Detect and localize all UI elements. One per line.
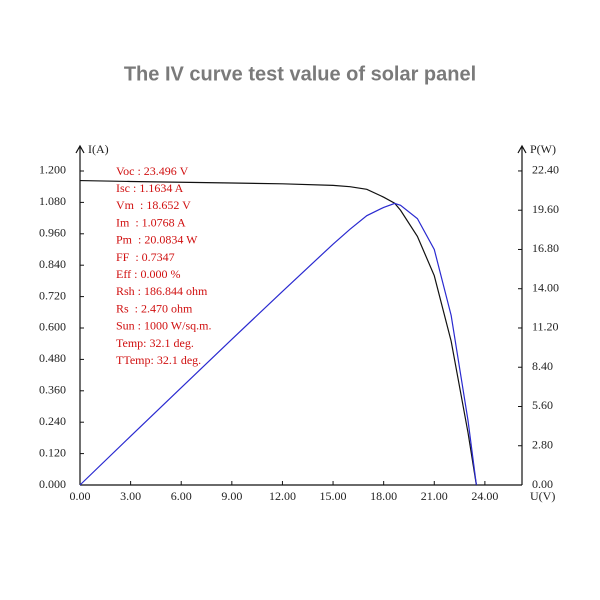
annotation: Pm : 20.0834 W: [116, 233, 198, 247]
y2-tick-label: 8.40: [532, 359, 553, 373]
y2-tick-label: 11.20: [532, 320, 559, 334]
series-line: [79, 202, 477, 486]
y2-tick-label: 19.60: [532, 202, 559, 216]
y-tick-label: 0.960: [39, 226, 66, 240]
x-tick-label: 9.00: [221, 489, 242, 503]
x-tick-label: 3.00: [120, 489, 141, 503]
y2-tick-label: 2.80: [532, 437, 553, 451]
y2-tick-label: 14.00: [532, 280, 559, 294]
annotation: Eff : 0.000 %: [116, 267, 180, 281]
y-tick-label: 0.360: [39, 383, 66, 397]
y-tick-label: 0.600: [39, 320, 66, 334]
x-tick-label: 21.00: [421, 489, 448, 503]
x-tick-label: 24.00: [471, 489, 498, 503]
y2-axis: [517, 144, 527, 485]
annotation: Voc : 23.496 V: [116, 164, 189, 178]
y2-axis-label: P(W): [530, 142, 556, 156]
y-tick-label: 0.480: [39, 351, 66, 365]
annotation: Vm : 18.652 V: [116, 198, 191, 212]
annotation: Im : 1.0768 A: [116, 215, 186, 229]
y-tick-label: 0.120: [39, 445, 66, 459]
x-tick-label: 15.00: [320, 489, 347, 503]
y-axis-label: I(A): [88, 142, 109, 156]
annotation: Rsh : 186.844 ohm: [116, 284, 208, 298]
x-tick-label: 0.00: [70, 489, 91, 503]
annotation: TTemp: 32.1 deg.: [116, 353, 201, 367]
y-tick-label: 0.720: [39, 288, 66, 302]
annotation: Sun : 1000 W/sq.m.: [116, 319, 211, 333]
annotation: FF : 0.7347: [116, 250, 175, 264]
y2-tick-label: 22.40: [532, 163, 559, 177]
y-tick-label: 1.080: [39, 194, 66, 208]
x-tick-label: 18.00: [370, 489, 397, 503]
y-tick-label: 1.200: [39, 163, 66, 177]
x-tick-label: 12.00: [269, 489, 296, 503]
y-tick-label: 0.840: [39, 257, 66, 271]
y-axis: [75, 144, 85, 485]
series-line: [79, 179, 477, 486]
y2-tick-label: 0.00: [532, 477, 553, 491]
chart-title: The IV curve test value of solar panel: [124, 63, 476, 85]
y2-tick-label: 16.80: [532, 241, 559, 255]
y-tick-label: 0.240: [39, 414, 66, 428]
annotation: Isc : 1.1634 A: [116, 181, 184, 195]
annotation: Rs : 2.470 ohm: [116, 301, 193, 315]
x-axis-label: U(V): [530, 489, 555, 503]
annotation: Temp: 32.1 deg.: [116, 336, 194, 350]
y-tick-label: 0.000: [39, 477, 66, 491]
x-tick-label: 6.00: [171, 489, 192, 503]
y2-tick-label: 5.60: [532, 398, 553, 412]
